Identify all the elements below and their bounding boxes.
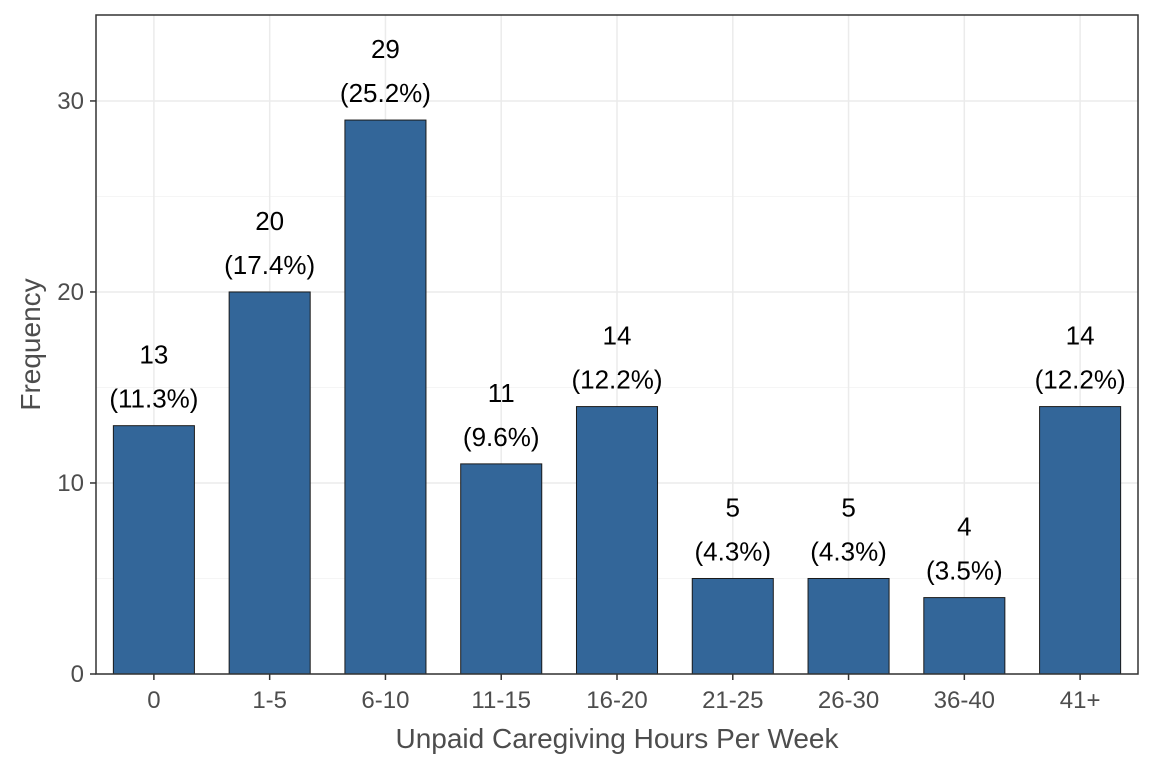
y-axis: 0 10 20 30 [57,88,96,688]
bar-percent-label: (12.2%) [571,365,662,395]
bar-36-40 [923,597,1006,675]
y-tick-label: 10 [57,470,84,497]
x-tick-label: 36-40 [934,687,995,714]
bar-value-label: 20 [255,206,284,236]
x-tick-label: 6-10 [361,687,409,714]
data-labels: 13 (11.3%) 20 (17.4%) 29 (25.2%) 11 (9.6%) 14 (12… [109,34,1125,586]
bar-41+ [1039,406,1122,675]
bar-16-20 [575,406,659,675]
bar-value-label: 4 [957,512,971,542]
bar-11-15 [460,463,543,675]
x-tick-label: 11-15 [471,687,531,714]
bar-1-5 [228,291,311,675]
bar-percent-label: (25.2%) [340,78,431,108]
x-tick-label: 0 [147,687,160,714]
bar-26-30 [807,577,890,675]
bar-value-label: 14 [603,321,632,351]
y-tick-label: 30 [57,88,84,115]
x-axis-title: Unpaid Caregiving Hours Per Week [395,723,839,754]
bar-value-label: 14 [1066,321,1095,351]
y-axis-title: Frequency [15,278,46,410]
bar-21-25 [691,577,774,675]
bar-value-label: 5 [726,492,740,522]
x-tick-label: 21-25 [702,687,763,714]
bar-value-label: 5 [841,492,855,522]
bar-percent-label: (4.3%) [810,536,887,566]
x-axis: 0 1-5 6-10 11-15 16-20 21-25 26-30 36-40 41+ [147,674,1100,714]
x-tick-label: 41+ [1060,687,1101,714]
y-tick-label: 20 [57,279,84,306]
bar-value-label: 11 [488,378,515,408]
bar-percent-label: (17.4%) [224,250,315,280]
x-tick-label: 1-5 [252,687,287,714]
x-tick-label: 16-20 [586,687,647,714]
bar-value-label: 29 [371,34,400,64]
bar-0 [112,425,195,675]
bar-6-10 [344,119,427,675]
bar-percent-label: (11.3%) [109,384,198,414]
bar-percent-label: (12.2%) [1035,365,1126,395]
y-tick-label: 0 [71,661,84,688]
bar-percent-label: (4.3%) [694,536,771,566]
x-tick-label: 26-30 [818,687,879,714]
bars [112,119,1122,675]
bar-percent-label: (3.5%) [926,556,1003,586]
bar-value-label: 13 [139,340,168,370]
bar-percent-label: (9.6%) [463,422,540,452]
